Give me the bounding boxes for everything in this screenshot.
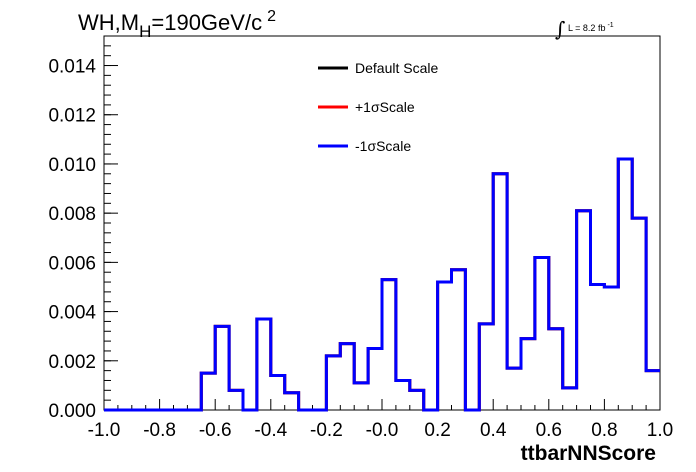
integral-symbol: ∫ [555, 17, 565, 41]
x-tick-label: -0.6 [199, 420, 232, 441]
lumi-text: L = 8.2 fb [568, 23, 605, 33]
title-superscript: 2 [267, 8, 276, 25]
y-tick-label: 0.002 [48, 352, 96, 373]
y-tick-label: 0.010 [48, 155, 96, 176]
x-tick-label: -0.4 [254, 420, 287, 441]
y-tick-label: 0.008 [48, 204, 96, 225]
lumi-superscript: -1 [607, 22, 613, 29]
histogram-series [104, 157, 660, 412]
y-axis: 0.000 0.002 0.004 0.006 0.008 0.010 0.012 0.014 [48, 35, 118, 422]
legend-label: +1σScale [355, 99, 415, 115]
x-tick-label: -0.0 [366, 420, 399, 441]
x-tick-label: -0.8 [143, 420, 176, 441]
title-main: WH,M [78, 10, 139, 35]
y-tick-label: 0.006 [48, 253, 96, 274]
title-rest: =190GeV/c [151, 10, 262, 35]
y-tick-label: 0.000 [48, 401, 96, 422]
x-tick-label: -1.0 [88, 420, 121, 441]
series-minus-1sigma [104, 157, 660, 412]
x-tick-label: 0.8 [591, 420, 617, 441]
x-axis-label: ttbarNNScore [521, 442, 656, 465]
luminosity-label: L = 8.2 fb -1 [568, 22, 614, 33]
legend: Default Scale +1σScale -1σScale [318, 60, 438, 154]
y-tick-label: 0.014 [48, 57, 96, 78]
x-tick-label: 0.4 [480, 420, 507, 441]
chart-title: WH,MH=190GeV/c 2 [78, 8, 276, 41]
y-tick-label: 0.004 [48, 303, 96, 324]
x-tick-label: -0.2 [310, 420, 343, 441]
x-tick-label: 0.6 [536, 420, 562, 441]
title-subscript: H [139, 22, 151, 41]
legend-label: Default Scale [355, 60, 438, 76]
y-tick-label: 0.012 [48, 106, 96, 127]
x-tick-label: 0.2 [424, 420, 450, 441]
legend-label: -1σScale [355, 138, 411, 154]
x-tick-label: 1.0 [647, 420, 673, 441]
x-axis: -1.0 -0.8 -0.6 -0.4 -0.2 -0.0 0.2 0.4 0.6 0.8 1.0 [88, 399, 673, 441]
